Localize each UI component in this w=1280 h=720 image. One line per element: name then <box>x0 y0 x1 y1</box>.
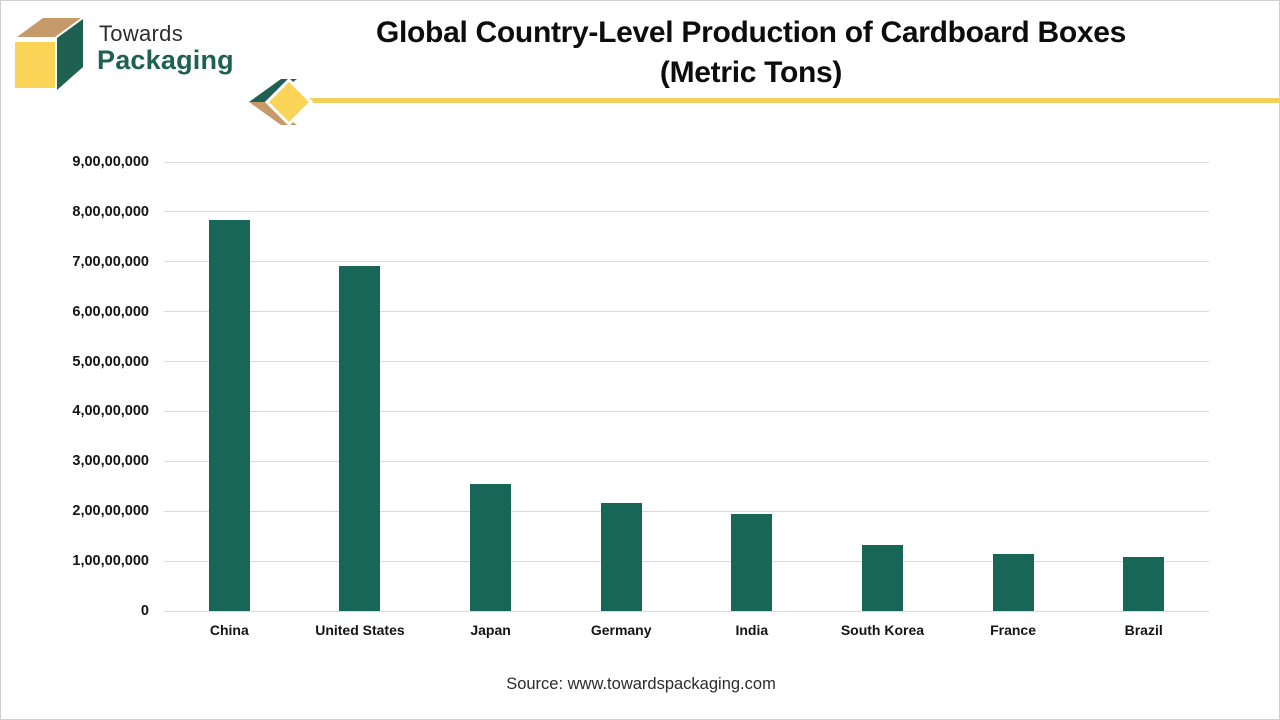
gridline <box>164 211 1209 213</box>
x-tick-label: Brazil <box>1124 622 1163 638</box>
bar-brazil <box>1123 557 1165 611</box>
y-tick-label: 5,00,00,000 <box>72 353 149 370</box>
y-tick-label: 3,00,00,000 <box>72 453 149 470</box>
bar-south-korea <box>861 545 903 611</box>
gridline <box>164 460 1209 462</box>
page-title: Global Country-Level Production of Cardb… <box>261 13 1241 93</box>
bar-india <box>731 514 773 611</box>
x-tick-label: United States <box>315 622 405 638</box>
y-tick-label: 0 <box>140 603 149 619</box>
gridline <box>164 410 1209 412</box>
diamond <box>264 77 314 127</box>
gridline <box>164 361 1209 363</box>
bar-japan <box>470 484 512 611</box>
logo-box-right-face <box>57 19 83 90</box>
x-tick-label: China <box>209 622 249 638</box>
page-title-line1: Global Country-Level Production of Cardb… <box>375 16 1127 49</box>
gridline <box>164 560 1209 562</box>
y-tick-label: 7,00,00,000 <box>72 253 149 270</box>
logo: Towards Packaging <box>13 13 243 93</box>
logo-box-top-face <box>17 18 81 37</box>
brand-name-top: Towards <box>99 21 184 46</box>
y-tick-label: 6,00,00,000 <box>72 303 149 320</box>
title-underline <box>299 98 1279 103</box>
plot-area <box>164 161 1209 612</box>
y-tick-label: 9,00,00,000 <box>72 154 149 170</box>
y-tick-label: 1,00,00,000 <box>72 553 149 570</box>
y-tick-label: 4,00,00,000 <box>72 403 149 420</box>
x-tick-label: South Korea <box>840 622 925 638</box>
bar-germany <box>600 503 642 611</box>
bar-united-states <box>339 266 381 611</box>
x-tick-label: France <box>990 622 1037 638</box>
gridline <box>164 610 1209 612</box>
bar-china <box>208 220 250 611</box>
y-tick-label: 8,00,00,000 <box>72 203 149 220</box>
gridline <box>164 161 1209 163</box>
gridline <box>164 261 1209 263</box>
brand-name-bottom: Packaging <box>97 45 234 75</box>
gridline <box>164 311 1209 313</box>
gridline <box>164 510 1209 512</box>
y-tick-label: 2,00,00,000 <box>72 503 149 520</box>
page-title-line2: (Metric Tons) <box>659 56 843 89</box>
chevron-diamond-icon <box>249 77 314 127</box>
bar-france <box>992 554 1034 611</box>
x-tick-label: Germany <box>590 622 652 638</box>
source-text: Source: www.towardspackaging.com <box>506 675 776 693</box>
x-tick-label: India <box>735 622 769 638</box>
x-tick-label: Japan <box>470 622 511 638</box>
logo-box-icon <box>15 18 83 90</box>
logo-box-front-face <box>15 42 55 88</box>
